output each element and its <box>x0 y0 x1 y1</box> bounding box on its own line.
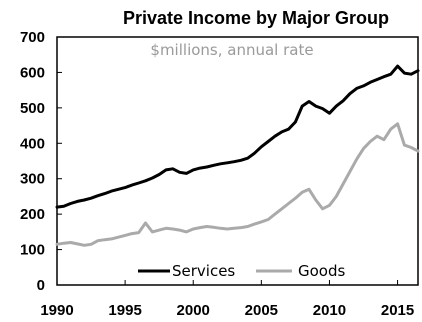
x-axis: 1990 1995 2000 2005 2010 2015 <box>40 280 414 319</box>
x-tick-label: 1990 <box>40 302 73 319</box>
y-tick-label: 500 <box>20 100 45 117</box>
x-tick-label: 2010 <box>313 302 346 319</box>
series-line-goods <box>55 122 420 247</box>
chart-title: Private Income by Major Group <box>123 8 389 28</box>
y-tick-label: 100 <box>20 242 45 259</box>
y-tick-label: 0 <box>37 277 45 294</box>
y-tick-label: 700 <box>20 29 45 46</box>
series-line-services <box>55 64 420 209</box>
y-axis: 0 100 200 300 400 500 600 700 <box>20 29 62 294</box>
x-tick-label: 1995 <box>108 302 141 319</box>
x-tick-label: 2015 <box>381 302 414 319</box>
plot-area <box>56 36 419 286</box>
y-tick-label: 200 <box>20 206 45 223</box>
y-tick-label: 400 <box>20 135 45 152</box>
legend-label-goods: Goods <box>298 262 345 280</box>
y-tick-label: 600 <box>20 64 45 81</box>
series-layer <box>55 64 420 247</box>
chart-subtitle: $millions, annual rate <box>150 41 313 59</box>
legend-label-services: Services <box>172 262 235 280</box>
x-tick-label: 2000 <box>177 302 210 319</box>
legend: Services Goods <box>138 262 345 280</box>
y-tick-label: 300 <box>20 171 45 188</box>
x-tick-label: 2005 <box>245 302 278 319</box>
